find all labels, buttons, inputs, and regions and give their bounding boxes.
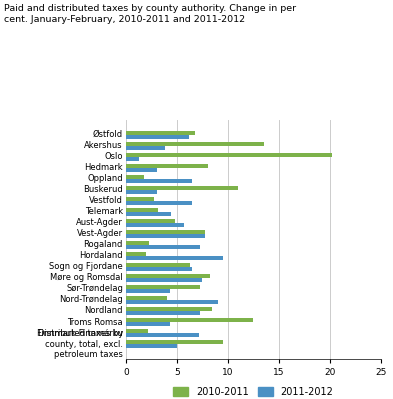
Bar <box>126 329 148 333</box>
Bar <box>126 311 200 315</box>
Bar <box>126 241 149 245</box>
Bar <box>126 135 189 139</box>
Bar <box>126 212 171 216</box>
Bar <box>126 219 175 223</box>
Bar <box>126 333 199 337</box>
Bar <box>126 300 218 304</box>
Bar <box>126 146 165 150</box>
Bar <box>126 152 332 157</box>
Bar <box>126 285 200 289</box>
Bar <box>126 274 209 278</box>
Bar <box>126 186 238 190</box>
Bar <box>126 142 264 146</box>
Text: Paid and distributed taxes by county authority. Change in per
cent. January-Febr: Paid and distributed taxes by county aut… <box>4 4 296 24</box>
Bar <box>126 318 253 322</box>
Bar <box>126 289 170 293</box>
Bar <box>126 197 154 201</box>
Bar <box>126 223 184 227</box>
Bar <box>126 230 206 234</box>
Bar <box>126 130 195 135</box>
Bar <box>126 322 170 326</box>
Bar <box>126 344 177 348</box>
Bar <box>126 256 223 260</box>
Bar <box>126 179 192 183</box>
Bar <box>126 267 192 271</box>
Bar <box>126 296 167 300</box>
Bar <box>126 307 211 311</box>
Bar <box>126 252 146 256</box>
Bar <box>126 168 158 172</box>
Bar <box>126 175 144 179</box>
Bar <box>126 208 158 212</box>
Bar <box>126 278 202 282</box>
Bar <box>126 340 223 344</box>
Bar <box>126 263 190 267</box>
Bar <box>126 245 200 249</box>
Bar <box>126 234 206 238</box>
Bar <box>126 157 139 161</box>
Bar <box>126 164 208 168</box>
Bar <box>126 190 158 194</box>
Bar <box>126 201 192 205</box>
Legend: 2010-2011, 2011-2012: 2010-2011, 2011-2012 <box>169 383 338 399</box>
